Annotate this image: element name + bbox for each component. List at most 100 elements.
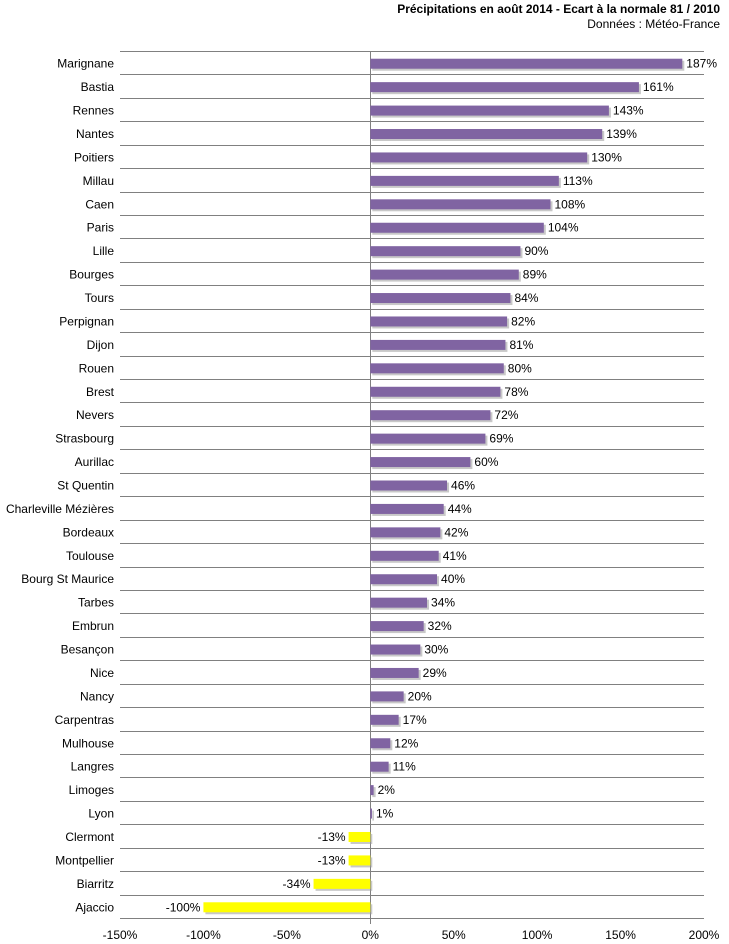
bar — [370, 667, 419, 678]
category-label: Millau — [83, 174, 114, 188]
category-label: Marignane — [57, 57, 114, 71]
category-label: Lille — [93, 244, 115, 258]
bar — [370, 222, 544, 233]
category-label: Besançon — [61, 643, 114, 657]
bar — [370, 644, 421, 655]
value-label: 30% — [424, 643, 448, 657]
category-label: Tarbes — [78, 596, 114, 610]
category-label: Lyon — [88, 807, 114, 821]
value-label: 34% — [431, 596, 455, 610]
bar — [370, 293, 511, 304]
bar — [370, 58, 683, 69]
value-label: 69% — [489, 432, 513, 446]
value-label: 20% — [408, 689, 432, 703]
category-label: Toulouse — [66, 549, 114, 563]
bar — [370, 527, 441, 538]
x-tick-label: -100% — [186, 928, 221, 942]
category-label: Rennes — [73, 104, 114, 118]
x-tick-label: -150% — [103, 928, 138, 942]
bar — [370, 761, 389, 772]
bar — [370, 316, 508, 327]
category-label: Brest — [86, 385, 115, 399]
x-tick-label: 0% — [362, 928, 380, 942]
bar — [370, 269, 519, 280]
category-label: Ajaccio — [75, 900, 114, 914]
bar — [370, 433, 486, 444]
bar — [370, 339, 506, 350]
category-label: Bordeaux — [63, 525, 114, 539]
bar — [370, 105, 609, 116]
value-label: 104% — [548, 221, 579, 235]
bar — [370, 785, 374, 796]
value-label: 12% — [394, 736, 418, 750]
bar — [370, 199, 551, 210]
bar — [370, 738, 391, 749]
value-label: 187% — [686, 57, 717, 71]
bar — [370, 621, 424, 632]
bar — [370, 386, 501, 397]
category-label: Clermont — [65, 830, 114, 844]
bars — [203, 58, 685, 915]
category-label: Strasbourg — [55, 432, 114, 446]
value-label: 80% — [508, 361, 532, 375]
x-tick-label: 50% — [442, 928, 466, 942]
category-label: Aurillac — [75, 455, 114, 469]
x-tick-label: 150% — [605, 928, 636, 942]
chart-title: Précipitations en août 2014 - Ecart à la… — [397, 2, 720, 16]
bar — [370, 410, 491, 421]
value-label: 44% — [448, 502, 472, 516]
category-label: Biarritz — [77, 877, 114, 891]
chart-subtitle: Données : Météo-France — [587, 17, 720, 31]
category-label: Mulhouse — [62, 736, 114, 750]
bar — [370, 82, 639, 93]
bar — [348, 831, 371, 842]
bar — [370, 457, 471, 468]
category-label: Rouen — [79, 361, 114, 375]
value-label: 1% — [376, 807, 394, 821]
category-label: Paris — [87, 221, 114, 235]
value-label: -13% — [318, 830, 346, 844]
x-tick-label: 200% — [689, 928, 720, 942]
bar-shadow — [372, 810, 374, 821]
value-label: 40% — [441, 572, 465, 586]
x-axis-tick-labels: -150% -100% -50% 0% 50% 100% 150% 200% — [103, 928, 720, 942]
bar — [203, 902, 371, 913]
category-label: Poitiers — [74, 150, 114, 164]
category-label: Nantes — [76, 127, 114, 141]
category-labels: Marignane Bastia Rennes Nantes Poitiers Milla… — [6, 57, 115, 915]
value-label: 29% — [423, 666, 447, 680]
bar — [370, 175, 559, 186]
x-tick-label: 100% — [522, 928, 553, 942]
value-label: 17% — [403, 713, 427, 727]
bar — [370, 363, 504, 374]
value-label: 41% — [443, 549, 467, 563]
x-tick-label: -50% — [273, 928, 301, 942]
bar — [313, 878, 371, 889]
value-label: 46% — [451, 479, 475, 493]
value-label: 60% — [474, 455, 498, 469]
category-label: Embrun — [72, 619, 114, 633]
bar — [370, 597, 428, 608]
value-label: 143% — [613, 104, 644, 118]
bar — [370, 246, 521, 257]
value-label: 84% — [514, 291, 538, 305]
value-label: -34% — [283, 877, 311, 891]
category-label: Tours — [85, 291, 114, 305]
category-label: St Quentin — [57, 479, 114, 493]
value-label: 82% — [511, 314, 535, 328]
value-label: 72% — [494, 408, 518, 422]
value-label: 42% — [444, 525, 468, 539]
category-label: Bastia — [81, 80, 115, 94]
value-label: 113% — [563, 174, 593, 188]
bar-shadow — [372, 787, 376, 798]
bar — [370, 503, 444, 514]
value-label: 78% — [504, 385, 528, 399]
value-label: 89% — [523, 268, 547, 282]
category-label: Nevers — [76, 408, 114, 422]
category-label: Bourges — [69, 268, 114, 282]
category-label: Limoges — [69, 783, 114, 797]
value-label: -100% — [166, 900, 201, 914]
value-label: 11% — [393, 760, 416, 774]
category-label: Montpellier — [55, 853, 114, 867]
bar — [370, 550, 439, 561]
